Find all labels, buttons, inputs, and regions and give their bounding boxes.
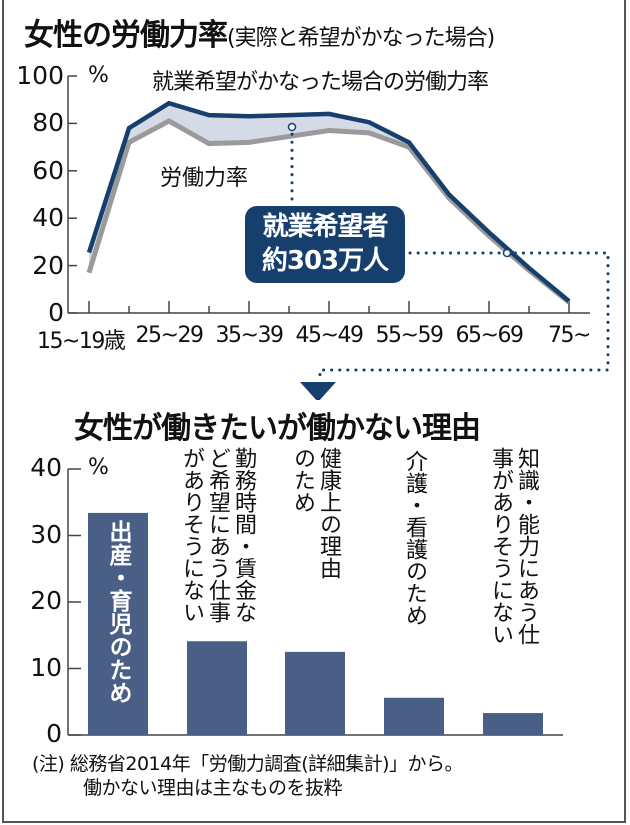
bar-label: 勤務時間・賃金な ど希望にあう仕事 がありそうにない [179,447,256,623]
dotted-connector [318,251,610,379]
bar-label: 介護・看護のため [402,450,427,626]
bar-label: 知識・能力にあう仕 事がありそうにない [488,447,539,645]
bar-y-tick-label: 40 [30,453,62,482]
bar-label: 出産・育児のため [105,520,131,704]
bar-y-tick-label: 10 [30,652,62,682]
footnote: (注) 総務省2014年「労働力調査(詳細集計)」から。 働かない理由は主なもの… [32,752,464,800]
bar-y-tick-label: 20 [30,586,62,615]
footnote-line1: (注) 総務省2014年「労働力調査(詳細集計)」から。 [32,753,464,775]
bar-y-tick-label: 0 [46,719,62,748]
line-actual [86,118,571,305]
line-y-tick-label: 20 [32,250,64,280]
line-x-tick-label: 75~ [548,323,591,348]
title-main: 女性の労働力率 [24,18,228,53]
line-x-tick-label: 25~29 [135,323,204,348]
marker-dot [502,248,512,258]
down-arrow-icon [300,382,336,400]
line-y-tick-label: 60 [32,155,64,185]
line-y-tick-label: 100 [16,61,64,90]
line-hope [86,100,571,303]
callout-job-seekers: 就業希望者 約303万人 [245,206,405,283]
line-chart [67,75,610,400]
footnote-line2: 働かない理由は主なものを抜粋 [83,777,343,799]
marker-dot [287,122,297,132]
series-label-hope: 就業希望がかなった場合の労働力率 [152,70,489,95]
line-x-tick-label: 65~69 [455,323,524,348]
line-x-tick-label: 55~59 [375,323,444,348]
line-x-tick-label: 35~39 [215,323,284,348]
line-x-tick-label: 15~19歳 [37,329,126,354]
line-x-tick-label: 45~49 [295,323,364,348]
callout-line2: 約303万人 [261,246,389,276]
bar-label: 健康上の理由 のため [290,447,341,579]
line-y-tick-label: 40 [32,203,64,233]
callout-line1: 就業希望者 [262,212,388,242]
bar-y-tick-label: 30 [30,519,62,549]
bar-chart-title: 女性が働きたいが働かない理由 [74,411,481,446]
line-y-tick-label: 0 [48,298,64,327]
bar-y-unit: % [88,455,109,480]
page-title: 女性の労働力率(実際と希望がかなった場合) [24,10,495,54]
series-label-actual: 労働力率 [160,166,249,191]
line-y-unit: % [88,63,109,88]
title-subtitle: (実際と希望がかなった場合) [227,26,495,51]
line-y-tick-label: 80 [32,108,64,138]
